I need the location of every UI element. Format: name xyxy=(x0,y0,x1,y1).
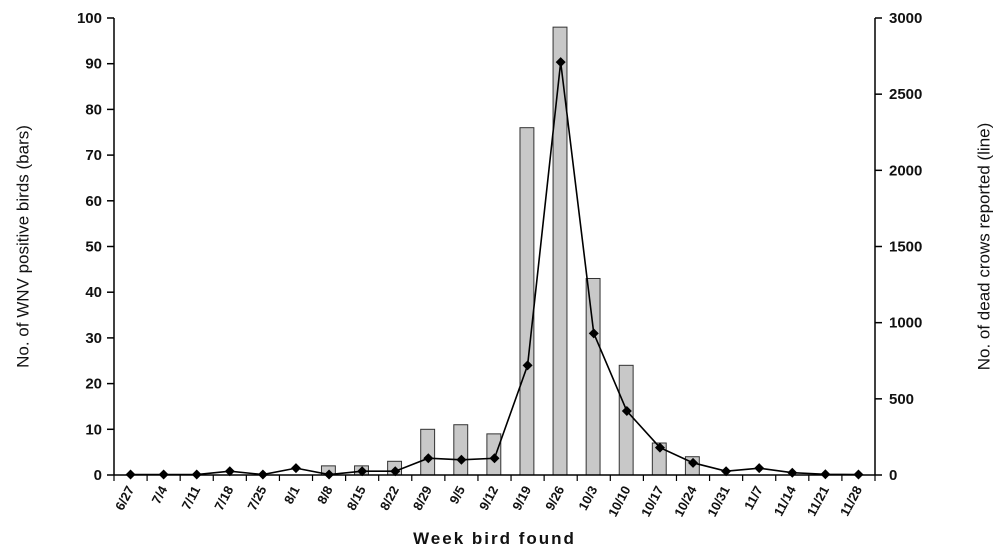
x-tick-label: 8/29 xyxy=(410,483,435,512)
left-y-tick-label: 10 xyxy=(85,421,102,438)
bar xyxy=(585,277,601,476)
left-y-axis-title: No. of WNV positive birds (bars) xyxy=(13,125,32,368)
line-point xyxy=(423,453,434,464)
left-y-tick-label: 60 xyxy=(85,193,102,210)
bar xyxy=(618,364,634,476)
x-tick-label: 10/3 xyxy=(575,483,600,512)
line-point xyxy=(688,457,699,468)
left-y-tick-label: 70 xyxy=(85,147,102,164)
right-y-tick-label: 2500 xyxy=(889,86,922,103)
bar xyxy=(519,127,535,476)
right-y-tick-label: 3000 xyxy=(889,10,922,27)
x-tick-label: 10/17 xyxy=(638,483,667,519)
left-y-tick-label: 50 xyxy=(85,239,102,256)
line-point xyxy=(654,442,665,453)
right-y-axis-title: No. of dead crows reported (line) xyxy=(974,123,993,371)
left-y-tick-label: 100 xyxy=(77,10,102,27)
line-point xyxy=(754,463,765,474)
right-y-ticks: 0 500 1000 1500 2000 2500 3000 xyxy=(875,10,922,484)
x-tick-label: 6/27 xyxy=(112,483,137,512)
left-y-ticks: 0 10 20 30 40 50 60 70 80 90 100 xyxy=(77,10,114,484)
line-point xyxy=(357,466,368,477)
left-y-tick-label: 40 xyxy=(85,284,102,301)
left-y-tick-label: 20 xyxy=(85,376,102,393)
line-point xyxy=(721,466,732,477)
bar xyxy=(453,424,469,476)
x-tick-label: 8/22 xyxy=(377,483,402,512)
x-axis-title: Week bird found xyxy=(413,529,576,548)
line-point xyxy=(820,469,831,480)
x-tick-label: 8/1 xyxy=(281,483,303,506)
line-point xyxy=(522,360,533,371)
x-tick-label: 8/15 xyxy=(344,483,369,512)
x-tick-label: 10/10 xyxy=(605,483,634,519)
right-y-tick-label: 1500 xyxy=(889,239,922,256)
left-y-tick-label: 0 xyxy=(94,467,102,484)
line-point xyxy=(489,453,500,464)
x-tick-label: 7/25 xyxy=(244,483,269,512)
line-point xyxy=(390,466,401,477)
bar xyxy=(420,428,436,476)
left-y-tick-label: 30 xyxy=(85,330,102,347)
x-tick-label: 9/26 xyxy=(542,483,567,512)
x-tick-label: 7/18 xyxy=(211,483,236,512)
x-tick-label: 10/31 xyxy=(704,483,733,519)
x-tick-label: 7/11 xyxy=(179,483,204,512)
line-point xyxy=(224,466,235,477)
line-point xyxy=(787,467,798,478)
line-point xyxy=(621,406,632,417)
line-point xyxy=(456,454,467,465)
line-point xyxy=(588,328,599,339)
line-point xyxy=(555,57,566,68)
x-tick-label: 7/4 xyxy=(149,483,171,507)
left-y-tick-label: 90 xyxy=(85,56,102,73)
x-tick-label: 11/14 xyxy=(771,483,800,519)
right-y-tick-label: 500 xyxy=(889,391,914,408)
right-y-tick-label: 0 xyxy=(889,467,897,484)
x-tick-label: 9/5 xyxy=(446,483,468,506)
right-y-tick-label: 1000 xyxy=(889,315,922,332)
line-layer xyxy=(125,57,864,480)
x-tick-label: 9/12 xyxy=(476,483,501,512)
series-line xyxy=(130,62,859,476)
x-tick-label: 11/7 xyxy=(741,483,766,512)
axes-layer xyxy=(113,18,876,476)
x-tick-label: 8/8 xyxy=(314,483,336,506)
x-tick-label: 9/19 xyxy=(509,483,534,512)
x-ticks: 6/27 7/4 7/11 7/18 7/25 8/1 8/8 8/15 8/22 8/29 9/5… xyxy=(112,475,876,519)
x-tick-label: 10/24 xyxy=(671,483,700,519)
left-y-tick-label: 80 xyxy=(85,101,102,118)
right-y-tick-label: 2000 xyxy=(889,162,922,179)
x-tick-label: 11/28 xyxy=(837,483,865,518)
x-tick-label: 11/21 xyxy=(804,483,832,518)
line-point xyxy=(290,463,301,474)
bars-layer xyxy=(320,26,700,476)
